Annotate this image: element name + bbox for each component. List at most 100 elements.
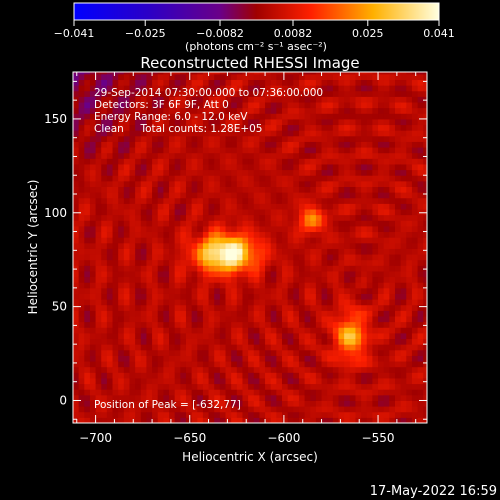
image-pixel [344, 102, 351, 109]
image-pixel [163, 366, 170, 373]
image-pixel [140, 355, 147, 362]
image-pixel [349, 338, 356, 345]
image-pixel [411, 73, 419, 81]
image-pixel [140, 349, 147, 356]
image-pixel [276, 248, 283, 255]
image-pixel [389, 135, 396, 142]
image-pixel [214, 85, 221, 92]
image-pixel [282, 242, 289, 249]
image-pixel [118, 417, 125, 423]
image-pixel [282, 107, 289, 114]
image-pixel [118, 203, 125, 210]
image-pixel [202, 254, 210, 261]
image-pixel [140, 259, 147, 266]
image-pixel [293, 209, 300, 216]
image-pixel [248, 417, 255, 423]
image-pixel [174, 231, 181, 238]
image-pixel [327, 338, 334, 345]
image-pixel [236, 79, 243, 86]
image-pixel [129, 332, 136, 340]
image-pixel [349, 254, 356, 261]
image-pixel [349, 248, 356, 255]
image-pixel [112, 372, 119, 379]
image-pixel [163, 310, 170, 317]
image-pixel [298, 209, 306, 216]
image-pixel [95, 72, 102, 75]
image-pixel [327, 203, 334, 210]
image-pixel [400, 361, 407, 368]
image-pixel [174, 338, 181, 345]
image-pixel [349, 220, 356, 227]
image-pixel [101, 135, 108, 142]
image-pixel [321, 73, 328, 81]
image-pixel [411, 316, 419, 323]
image-pixel [225, 304, 232, 311]
image-pixel [276, 163, 283, 171]
image-pixel [315, 96, 323, 103]
image-pixel [406, 102, 413, 109]
image-pixel [202, 124, 210, 131]
image-pixel [112, 214, 119, 221]
image-pixel [344, 417, 351, 423]
image-pixel [174, 276, 181, 283]
image-pixel [293, 310, 300, 317]
image-pixel [310, 169, 317, 176]
image-pixel [185, 355, 193, 362]
image-pixel [248, 265, 255, 272]
image-pixel [191, 344, 198, 351]
image-pixel [248, 96, 255, 103]
image-pixel [152, 220, 159, 227]
image-pixel [259, 383, 266, 390]
image-pixel [389, 237, 396, 244]
image-pixel [197, 366, 204, 373]
image-pixel [338, 304, 345, 311]
image-pixel [411, 310, 419, 317]
image-pixel [253, 372, 260, 379]
image-pixel [344, 225, 351, 233]
image-pixel [372, 72, 379, 75]
image-pixel [89, 79, 97, 86]
image-pixel [146, 265, 153, 272]
image-pixel [293, 141, 300, 148]
image-pixel [129, 417, 136, 423]
image-pixel [332, 377, 339, 385]
image-pixel [406, 147, 413, 154]
image-pixel [378, 276, 385, 283]
image-pixel [101, 377, 108, 385]
image-pixel [400, 231, 407, 238]
image-pixel [248, 377, 255, 385]
image-pixel [197, 225, 204, 233]
image-pixel [310, 349, 317, 356]
image-pixel [253, 361, 260, 368]
image-pixel [423, 270, 427, 278]
image-pixel [321, 192, 328, 199]
image-pixel [411, 287, 419, 294]
image-pixel [293, 72, 300, 75]
image-pixel [135, 72, 142, 75]
image-pixel [276, 327, 283, 334]
image-pixel [411, 411, 419, 418]
image-pixel [84, 282, 91, 289]
image-pixel [366, 72, 373, 75]
image-pixel [101, 406, 108, 413]
image-pixel [123, 270, 130, 278]
image-pixel [400, 242, 407, 249]
image-pixel [73, 186, 80, 193]
image-pixel [400, 327, 407, 334]
image-pixel [219, 293, 227, 300]
image-pixel [287, 96, 294, 103]
image-pixel [214, 231, 221, 238]
image-pixel [231, 124, 238, 131]
image-pixel [152, 107, 159, 114]
image-pixel [197, 259, 204, 266]
image-pixel [383, 124, 390, 131]
image-pixel [219, 254, 227, 261]
image-pixel [400, 344, 407, 351]
image-pixel [140, 242, 147, 249]
image-pixel [112, 107, 119, 114]
image-pixel [253, 276, 260, 283]
image-pixel [157, 293, 164, 300]
image-pixel [191, 327, 198, 334]
image-pixel [89, 270, 97, 278]
image-pixel [282, 287, 289, 294]
